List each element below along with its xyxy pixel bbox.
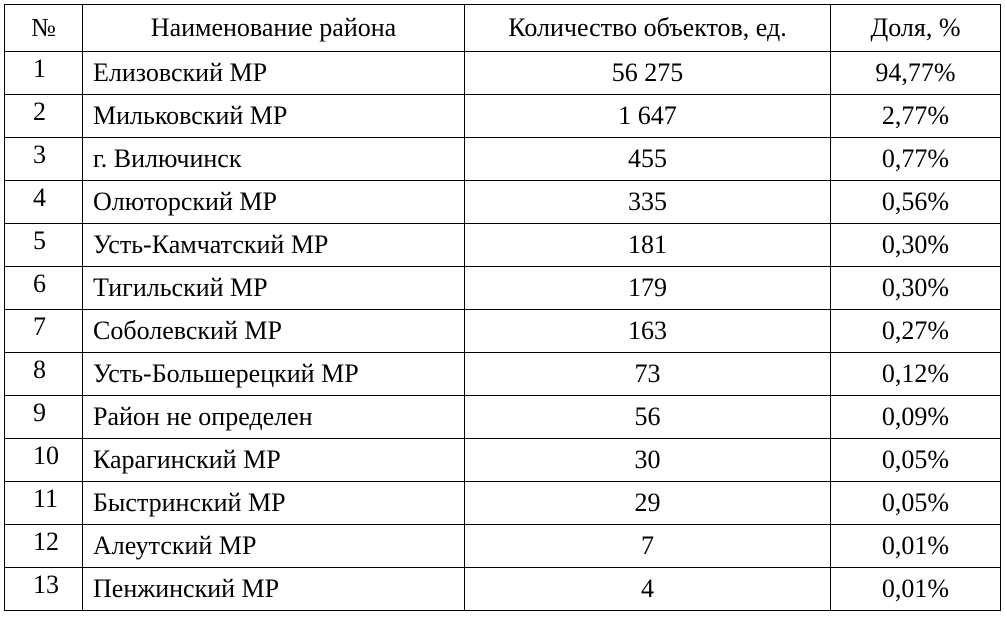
object-count-cell: 56 (464, 395, 831, 439)
district-name-cell: Тигильский МР (82, 266, 465, 310)
table-row: 3 г. Вилючинск 455 0,77% (4, 137, 1001, 181)
table-row: 10 Карагинский МР 30 0,05% (4, 438, 1001, 482)
share-cell: 0,09% (830, 395, 1001, 439)
row-number-cell: 9 (4, 395, 83, 439)
share-cell: 2,77% (830, 94, 1001, 138)
row-number-cell: 13 (4, 567, 83, 611)
table-row: 1 Елизовский МР 56 275 94,77% (4, 51, 1001, 95)
table-row: 11 Быстринский МР 29 0,05% (4, 481, 1001, 525)
district-name-cell: Карагинский МР (82, 438, 465, 482)
districts-table: № Наименование района Количество объекто… (4, 4, 1001, 611)
row-number-cell: 5 (4, 223, 83, 267)
object-count-cell: 56 275 (464, 51, 831, 95)
row-number-cell: 12 (4, 524, 83, 568)
district-name-cell: Алеутский МР (82, 524, 465, 568)
share-cell: 0,05% (830, 481, 1001, 525)
table-row: 12 Алеутский МР 7 0,01% (4, 524, 1001, 568)
row-number-cell: 3 (4, 137, 83, 181)
district-name-cell: Елизовский МР (82, 51, 465, 95)
row-number-cell: 4 (4, 180, 83, 224)
row-number-cell: 2 (4, 94, 83, 138)
share-cell: 0,01% (830, 524, 1001, 568)
table-body: 1 Елизовский МР 56 275 94,77% 2 Мильковский М… (4, 51, 1001, 611)
row-number-cell: 10 (4, 438, 83, 482)
table-row: 7 Соболевский МР 163 0,27% (4, 309, 1001, 353)
share-cell: 0,77% (830, 137, 1001, 181)
table-row: 2 Мильковский МР 1 647 2,77% (4, 94, 1001, 138)
share-cell: 0,30% (830, 223, 1001, 267)
row-number-cell: 7 (4, 309, 83, 353)
share-cell: 0,27% (830, 309, 1001, 353)
object-count-cell: 1 647 (464, 94, 831, 138)
district-name-cell: Усть-Большерецкий МР (82, 352, 465, 396)
header-row: № Наименование района Количество объекто… (4, 4, 1001, 52)
share-cell: 0,05% (830, 438, 1001, 482)
object-count-cell: 7 (464, 524, 831, 568)
object-count-cell: 455 (464, 137, 831, 181)
share-cell: 0,01% (830, 567, 1001, 611)
table-row: 13 Пенжинский МР 4 0,01% (4, 567, 1001, 611)
header-object-count: Количество объектов, ед. (464, 4, 831, 52)
share-cell: 94,77% (830, 51, 1001, 95)
object-count-cell: 335 (464, 180, 831, 224)
object-count-cell: 29 (464, 481, 831, 525)
row-number-cell: 8 (4, 352, 83, 396)
district-name-cell: г. Вилючинск (82, 137, 465, 181)
object-count-cell: 73 (464, 352, 831, 396)
district-name-cell: Мильковский МР (82, 94, 465, 138)
object-count-cell: 179 (464, 266, 831, 310)
object-count-cell: 4 (464, 567, 831, 611)
table-row: 6 Тигильский МР 179 0,30% (4, 266, 1001, 310)
share-cell: 0,30% (830, 266, 1001, 310)
table-row: 9 Район не определен 56 0,09% (4, 395, 1001, 439)
row-number-cell: 6 (4, 266, 83, 310)
row-number-cell: 1 (4, 51, 83, 95)
table-row: 5 Усть-Камчатский МР 181 0,30% (4, 223, 1001, 267)
header-district-name: Наименование района (82, 4, 465, 52)
row-number-cell: 11 (4, 481, 83, 525)
object-count-cell: 163 (464, 309, 831, 353)
object-count-cell: 30 (464, 438, 831, 482)
table-row: 8 Усть-Большерецкий МР 73 0,12% (4, 352, 1001, 396)
district-name-cell: Пенжинский МР (82, 567, 465, 611)
header-number: № (4, 4, 83, 52)
district-name-cell: Олюторский МР (82, 180, 465, 224)
share-cell: 0,56% (830, 180, 1001, 224)
district-name-cell: Усть-Камчатский МР (82, 223, 465, 267)
object-count-cell: 181 (464, 223, 831, 267)
district-name-cell: Быстринский МР (82, 481, 465, 525)
table-row: 4 Олюторский МР 335 0,56% (4, 180, 1001, 224)
share-cell: 0,12% (830, 352, 1001, 396)
district-name-cell: Соболевский МР (82, 309, 465, 353)
header-share: Доля, % (830, 4, 1001, 52)
district-name-cell: Район не определен (82, 395, 465, 439)
